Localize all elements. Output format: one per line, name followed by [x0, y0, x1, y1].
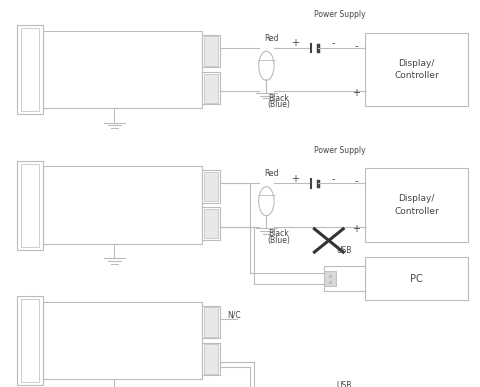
- FancyBboxPatch shape: [21, 299, 39, 382]
- FancyBboxPatch shape: [324, 271, 336, 286]
- Text: Black: Black: [268, 229, 288, 238]
- Text: +: +: [291, 174, 299, 184]
- FancyBboxPatch shape: [365, 168, 468, 242]
- FancyBboxPatch shape: [17, 296, 43, 385]
- FancyBboxPatch shape: [21, 164, 39, 247]
- Text: -: -: [332, 174, 336, 184]
- FancyBboxPatch shape: [202, 306, 220, 338]
- FancyBboxPatch shape: [365, 33, 468, 106]
- FancyBboxPatch shape: [204, 344, 218, 374]
- Text: N/C: N/C: [227, 310, 240, 319]
- Text: +: +: [352, 224, 360, 234]
- Text: PC: PC: [410, 274, 423, 284]
- Text: Power Supply: Power Supply: [314, 146, 365, 155]
- FancyBboxPatch shape: [204, 36, 218, 66]
- FancyBboxPatch shape: [21, 28, 39, 111]
- Text: Red: Red: [264, 169, 278, 178]
- FancyBboxPatch shape: [324, 266, 365, 291]
- FancyBboxPatch shape: [17, 25, 43, 114]
- Text: +: +: [352, 88, 360, 98]
- FancyBboxPatch shape: [202, 35, 220, 67]
- Text: Red: Red: [264, 34, 278, 43]
- Ellipse shape: [259, 51, 274, 80]
- FancyBboxPatch shape: [365, 257, 468, 300]
- FancyBboxPatch shape: [43, 166, 202, 244]
- Text: (Blue): (Blue): [268, 100, 291, 109]
- Text: USB: USB: [336, 381, 352, 387]
- Text: -: -: [354, 41, 358, 51]
- Text: Black: Black: [268, 94, 288, 103]
- Text: Power Supply: Power Supply: [314, 10, 365, 19]
- FancyBboxPatch shape: [17, 161, 43, 250]
- FancyBboxPatch shape: [204, 74, 218, 103]
- Text: USB: USB: [336, 246, 352, 255]
- FancyBboxPatch shape: [202, 207, 220, 240]
- Text: Display/
Controller: Display/ Controller: [394, 194, 439, 216]
- FancyBboxPatch shape: [204, 307, 218, 337]
- Text: +: +: [291, 38, 299, 48]
- FancyBboxPatch shape: [202, 72, 220, 104]
- Text: -: -: [332, 38, 336, 48]
- FancyBboxPatch shape: [43, 31, 202, 108]
- Text: -: -: [354, 176, 358, 187]
- FancyBboxPatch shape: [43, 302, 202, 379]
- FancyBboxPatch shape: [204, 209, 218, 238]
- Ellipse shape: [259, 187, 274, 216]
- Text: Display/
Controller: Display/ Controller: [394, 59, 439, 80]
- Text: (Blue): (Blue): [268, 236, 291, 245]
- FancyBboxPatch shape: [202, 170, 220, 203]
- FancyBboxPatch shape: [204, 172, 218, 201]
- FancyBboxPatch shape: [202, 343, 220, 375]
